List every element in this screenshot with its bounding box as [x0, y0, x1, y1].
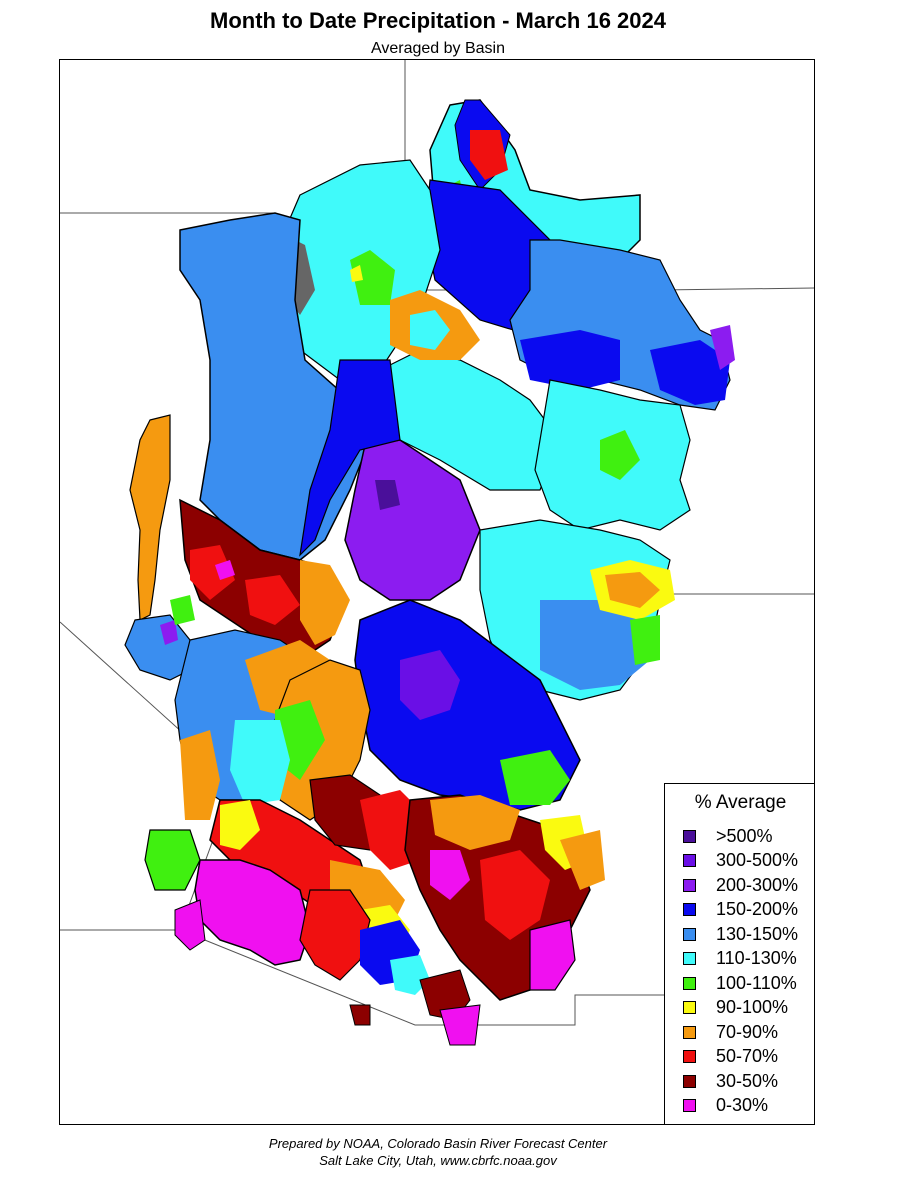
legend-label: 110-130%: [716, 948, 797, 969]
legend-item: 0-30%: [683, 1094, 798, 1119]
basin-map: [60, 60, 814, 1046]
legend-swatch: [683, 1025, 696, 1039]
legend-swatch: [683, 976, 696, 990]
basin-santa-cruz: [299, 889, 371, 981]
basin-weber-mid: [350, 250, 395, 305]
legend-swatch: [683, 903, 696, 917]
legend-swatch: [683, 1099, 696, 1113]
basin-bill-williams: [180, 730, 220, 820]
legend-swatch: [683, 854, 696, 868]
basin-santa-cruz-cyan: [390, 955, 430, 995]
legend-item: 300-500%: [683, 849, 798, 874]
basin-lower-green: [299, 359, 401, 557]
legend-label: 70-90%: [716, 1021, 779, 1042]
legend-item: 150-200%: [683, 898, 798, 923]
legend-item: 110-130%: [683, 947, 798, 972]
legend-label: >500%: [716, 825, 773, 846]
legend-label: 0-30%: [716, 1095, 769, 1116]
legend-label: 30-50%: [716, 1070, 779, 1091]
basin-lake-mead-purple: [160, 620, 178, 645]
basin-san-francisco-orange: [560, 830, 605, 890]
basin-san-juan-green: [500, 750, 570, 805]
basin-virgin-red: [190, 545, 235, 600]
credit-line-1: Prepared by NOAA, Colorado Basin River F…: [268, 1136, 608, 1151]
legend-title: % Average: [694, 792, 787, 813]
basin-gunnison-orange: [605, 572, 660, 608]
state-line-mexico: [179, 929, 814, 1026]
basin-yampa-headwaters: [650, 340, 730, 405]
state-line-nv-az: [60, 621, 236, 931]
legend-label: 300-500%: [716, 850, 799, 871]
basin-san-rafael-core: [375, 480, 400, 510]
basin-santa-cruz-south: [349, 1004, 371, 1026]
basin-dolores: [540, 600, 650, 690]
legend-label: 130-150%: [716, 923, 799, 944]
legend-item: 200-300%: [683, 873, 798, 898]
basin-gila-magenta-east: [529, 919, 576, 991]
basin-gila-orange: [430, 795, 520, 850]
basin-escalante: [300, 560, 350, 645]
basin-yampa-upper: [710, 325, 735, 370]
basin-dolores-green: [630, 615, 660, 665]
legend-label: 90-100%: [716, 997, 789, 1018]
basin-virgin-magenta: [215, 560, 235, 580]
legend-swatch: [683, 952, 696, 966]
basin-bill-williams-green: [144, 829, 201, 891]
basin-virgin-lower-green: [170, 595, 195, 625]
legend-label: 150-200%: [716, 899, 799, 920]
basin-verde-yellow: [220, 800, 260, 850]
legend-item: >500%: [683, 824, 798, 849]
basin-provo-inner: [410, 310, 450, 350]
map-subtitle: Averaged by Basin: [370, 40, 505, 57]
legend-item: 90-100%: [683, 996, 798, 1021]
legend: % Average >500% 300-500% 200-300% 150-200% 1…: [664, 783, 815, 1125]
legend-swatch: [683, 1001, 696, 1015]
map-area: [59, 59, 815, 1125]
legend-swatch: [683, 927, 696, 941]
legend-swatch: [683, 1050, 696, 1064]
legend-swatch: [683, 829, 696, 843]
basin-sevier-west: [129, 414, 171, 621]
legend-item: 70-90%: [683, 1020, 798, 1045]
legend-label: 50-70%: [716, 1046, 779, 1067]
map-title: Month to Date Precipitation - March 16 2…: [210, 8, 666, 33]
basin-lake-mead: [124, 614, 191, 681]
basin-colorado-grand-canyon: [230, 720, 290, 805]
basin-gila-red: [480, 850, 550, 940]
credit-line-2: Salt Lake City, Utah, www.cbrfc.noaa.gov: [319, 1153, 557, 1168]
legend-label: 200-300%: [716, 874, 799, 895]
basin-wind-river: [470, 130, 508, 180]
basin-upper-colorado-spot: [600, 430, 640, 480]
basin-weber-spot: [350, 265, 363, 282]
legend-item: 30-50%: [683, 1069, 798, 1094]
basin-lower-gila-west: [174, 899, 206, 951]
basin-virgin-red-2: [245, 575, 300, 625]
legend-item: 100-110%: [683, 971, 798, 996]
basin-lake-powell-purple: [400, 650, 460, 720]
legend-label: 100-110%: [716, 972, 797, 993]
legend-swatch: [683, 878, 696, 892]
basin-san-pedro-magenta: [439, 1004, 481, 1046]
basin-white: [520, 330, 620, 390]
legend-swatch: [683, 1074, 696, 1088]
legend-list: >500% 300-500% 200-300% 150-200% 130-150% 110…: [683, 824, 798, 1118]
legend-item: 130-150%: [683, 922, 798, 947]
legend-item: 50-70%: [683, 1045, 798, 1070]
basin-gila-magenta-mid: [430, 850, 470, 900]
